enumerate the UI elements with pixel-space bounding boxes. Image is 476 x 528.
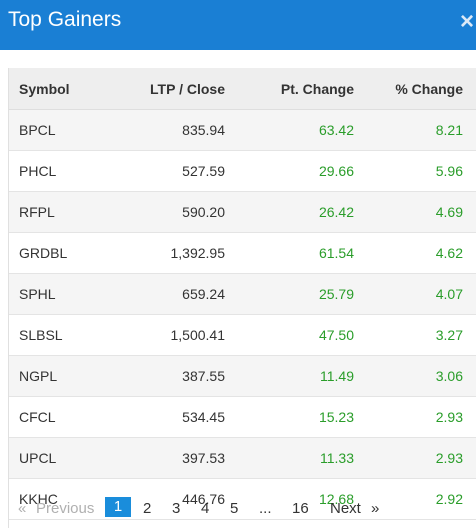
pct-change-cell: 3.06 bbox=[360, 355, 476, 397]
table-row[interactable]: GRDBL 1,392.95 61.54 4.62 bbox=[9, 232, 476, 274]
previous-arrow-icon: « bbox=[18, 500, 27, 517]
pct-change-cell: 8.21 bbox=[360, 109, 476, 151]
pct-change-cell: 2.93 bbox=[360, 396, 476, 438]
page-button-5[interactable]: 5 bbox=[230, 500, 239, 517]
close-icon[interactable]: × bbox=[459, 8, 474, 35]
pt-change-cell: 29.66 bbox=[233, 150, 360, 192]
symbol-cell: KKHC bbox=[9, 478, 117, 520]
pt-change-cell: 12.68 bbox=[233, 478, 360, 520]
ltp-cell: 397.53 bbox=[117, 437, 233, 479]
symbol-cell: SPHL bbox=[9, 273, 117, 315]
table-row[interactable]: UPCL 397.53 11.33 2.93 bbox=[9, 437, 476, 479]
table-row[interactable]: CFCL 534.45 15.23 2.93 bbox=[9, 396, 476, 438]
ltp-cell: 659.24 bbox=[117, 273, 233, 315]
table-row[interactable]: PHCL 527.59 29.66 5.96 bbox=[9, 150, 476, 192]
pct-change-cell: 3.27 bbox=[360, 314, 476, 356]
table-body: BPCL 835.94 63.42 8.21 PHCL 527.59 29.66 5.96 RF… bbox=[9, 109, 476, 520]
symbol-cell: BPCL bbox=[9, 109, 117, 151]
pct-change-cell: 5.96 bbox=[360, 150, 476, 192]
table-row[interactable]: BPCL 835.94 63.42 8.21 bbox=[9, 109, 476, 151]
symbol-cell: PHCL bbox=[9, 150, 117, 192]
pt-change-cell: 25.79 bbox=[233, 273, 360, 315]
column-header-pct-change: % Change bbox=[360, 68, 476, 110]
table-row[interactable]: RFPL 590.20 26.42 4.69 bbox=[9, 191, 476, 233]
ltp-cell: 446.76 bbox=[117, 478, 233, 520]
pagination: « Previous 1 2 3 4 5 ... 16 Next » bbox=[0, 496, 476, 520]
ltp-cell: 527.59 bbox=[117, 150, 233, 192]
table-header-row: Symbol LTP / Close Pt. Change % Change bbox=[9, 68, 476, 110]
table-row[interactable]: SPHL 659.24 25.79 4.07 bbox=[9, 273, 476, 315]
symbol-cell: NGPL bbox=[9, 355, 117, 397]
pt-change-cell: 26.42 bbox=[233, 191, 360, 233]
pct-change-cell: 2.92 bbox=[360, 478, 476, 520]
ltp-cell: 387.55 bbox=[117, 355, 233, 397]
modal-header: Top Gainers × bbox=[0, 0, 476, 50]
pct-change-cell: 4.62 bbox=[360, 232, 476, 274]
next-button[interactable]: Next bbox=[330, 500, 361, 517]
symbol-cell: RFPL bbox=[9, 191, 117, 233]
pct-change-cell: 4.07 bbox=[360, 273, 476, 315]
page-button-2[interactable]: 2 bbox=[143, 500, 152, 517]
symbol-cell: UPCL bbox=[9, 437, 117, 479]
symbol-cell: GRDBL bbox=[9, 232, 117, 274]
column-header-ltp: LTP / Close bbox=[117, 68, 233, 110]
pt-change-cell: 11.33 bbox=[233, 437, 360, 479]
table-row[interactable]: KKHC 446.76 12.68 2.92 bbox=[9, 478, 476, 520]
pt-change-cell: 15.23 bbox=[233, 396, 360, 438]
ltp-cell: 1,392.95 bbox=[117, 232, 233, 274]
ltp-cell: 534.45 bbox=[117, 396, 233, 438]
ltp-cell: 1,500.41 bbox=[117, 314, 233, 356]
symbol-cell: SLBSL bbox=[9, 314, 117, 356]
next-arrow-icon[interactable]: » bbox=[371, 500, 380, 517]
column-header-pt-change: Pt. Change bbox=[233, 68, 360, 110]
pt-change-cell: 63.42 bbox=[233, 109, 360, 151]
pct-change-cell: 2.93 bbox=[360, 437, 476, 479]
table-row[interactable]: NGPL 387.55 11.49 3.06 bbox=[9, 355, 476, 397]
pt-change-cell: 61.54 bbox=[233, 232, 360, 274]
modal-title: Top Gainers bbox=[8, 8, 122, 31]
symbol-cell: CFCL bbox=[9, 396, 117, 438]
previous-button: Previous bbox=[36, 500, 95, 517]
pagination-ellipsis: ... bbox=[259, 500, 272, 517]
pt-change-cell: 47.50 bbox=[233, 314, 360, 356]
ltp-cell: 590.20 bbox=[117, 191, 233, 233]
pt-change-cell: 11.49 bbox=[233, 355, 360, 397]
page-button-4[interactable]: 4 bbox=[201, 500, 210, 517]
column-header-symbol: Symbol bbox=[9, 68, 117, 110]
gainers-panel: Symbol LTP / Close Pt. Change % Change B… bbox=[8, 68, 476, 528]
table-row[interactable]: SLBSL 1,500.41 47.50 3.27 bbox=[9, 314, 476, 356]
gainers-table: Symbol LTP / Close Pt. Change % Change B… bbox=[9, 68, 476, 520]
page-button-3[interactable]: 3 bbox=[172, 500, 181, 517]
ltp-cell: 835.94 bbox=[117, 109, 233, 151]
pct-change-cell: 4.69 bbox=[360, 191, 476, 233]
page-button-16[interactable]: 16 bbox=[292, 500, 309, 517]
page-button-1[interactable]: 1 bbox=[105, 497, 131, 517]
